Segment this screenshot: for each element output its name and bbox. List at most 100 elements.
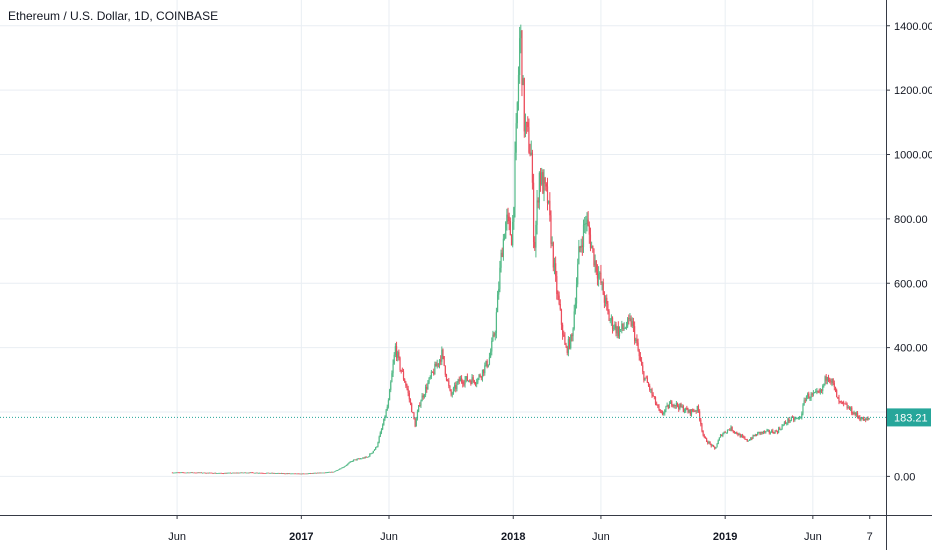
candle-body: [392, 363, 394, 374]
candle-body: [575, 284, 578, 304]
candle-body: [856, 412, 859, 417]
candle-body: [732, 430, 734, 432]
candle-body: [227, 472, 229, 474]
candle-body: [329, 471, 331, 473]
candle-body: [257, 472, 259, 474]
candle-body: [570, 334, 572, 349]
candle-body: [496, 294, 499, 313]
candle-body: [816, 390, 818, 392]
candle-body: [420, 401, 422, 406]
candle-body: [782, 424, 784, 426]
candle-body: [224, 472, 226, 474]
candle-body: [503, 238, 506, 240]
candle-body: [538, 172, 540, 203]
candle-body: [233, 472, 235, 474]
candle-body: [807, 393, 809, 397]
candle-body: [229, 472, 232, 474]
candle-body: [735, 432, 737, 433]
candle-body: [289, 473, 291, 475]
candle-body: [721, 434, 723, 436]
candle-body: [459, 378, 462, 382]
candle-body: [426, 386, 428, 390]
candle-body: [472, 377, 474, 381]
candle-body: [631, 321, 633, 326]
candle-body: [841, 401, 844, 403]
candle-body: [419, 405, 421, 406]
candle-body: [471, 377, 473, 385]
candle-body: [494, 332, 496, 336]
candle-body: [355, 459, 357, 461]
candle-body: [488, 357, 491, 365]
candle-body: [334, 471, 336, 472]
candle-body: [668, 403, 671, 409]
candle-body: [840, 401, 842, 403]
candle-body: [758, 431, 760, 433]
candle-body: [514, 152, 516, 208]
candle-body: [515, 123, 517, 153]
candle-body: [391, 373, 393, 383]
candle-body: [279, 473, 282, 474]
candle-body: [398, 352, 400, 358]
candle-body: [478, 375, 480, 379]
candle-body: [680, 403, 682, 408]
candle-body: [832, 378, 834, 384]
candle-body: [601, 282, 603, 284]
candle-body: [454, 385, 456, 389]
candle-body: [682, 406, 684, 412]
candle-body: [625, 326, 628, 329]
candle-body: [378, 436, 380, 443]
candle-body: [351, 461, 354, 462]
candle-body: [384, 417, 386, 419]
candle-body: [858, 416, 860, 418]
candle-body: [644, 377, 646, 381]
candle-body: [650, 389, 652, 391]
x-tick-label: Jun: [592, 531, 610, 543]
candle-body: [256, 472, 258, 474]
candle-body: [285, 473, 287, 475]
candle-body: [465, 376, 467, 380]
candle-body: [361, 458, 363, 460]
candle-body: [611, 317, 614, 329]
candle-body: [520, 30, 522, 39]
candle-body: [191, 472, 193, 474]
candle-body: [739, 433, 741, 438]
candle-body: [501, 252, 503, 258]
candle-body: [386, 406, 388, 411]
candle-body: [803, 400, 805, 405]
candle-body: [844, 403, 846, 405]
candle-body: [337, 469, 340, 471]
candle-body: [838, 397, 840, 402]
candle-body: [688, 409, 690, 413]
candle-body: [553, 263, 556, 268]
candle-body: [535, 224, 537, 248]
candle-body: [660, 411, 662, 413]
candle-body: [596, 271, 599, 279]
last-price-label: 183.21: [894, 412, 928, 424]
candle-body: [618, 329, 621, 337]
candle-body: [846, 404, 848, 409]
candle-body: [565, 344, 567, 348]
candle-body: [200, 472, 203, 474]
candle-body: [174, 472, 176, 474]
candle-body: [823, 383, 825, 386]
candle-body: [369, 453, 371, 457]
candle-body: [445, 374, 448, 380]
candle-body: [802, 404, 804, 414]
candle-body: [492, 334, 494, 341]
candle-body: [757, 432, 759, 436]
y-tick-label: 600.00: [894, 278, 928, 290]
candle-body: [731, 426, 733, 431]
candle-body: [268, 472, 270, 474]
candle-body: [313, 472, 315, 474]
candle-body: [335, 470, 337, 472]
candle-body: [312, 473, 314, 474]
candle-body: [470, 380, 472, 385]
candle-body: [833, 383, 835, 387]
candle-body: [258, 472, 261, 474]
candle-body: [491, 340, 493, 352]
candle-body: [371, 452, 373, 454]
candle-body: [580, 245, 582, 248]
candle-body: [765, 431, 767, 433]
candle-body: [863, 419, 866, 421]
candle-body: [429, 376, 431, 378]
